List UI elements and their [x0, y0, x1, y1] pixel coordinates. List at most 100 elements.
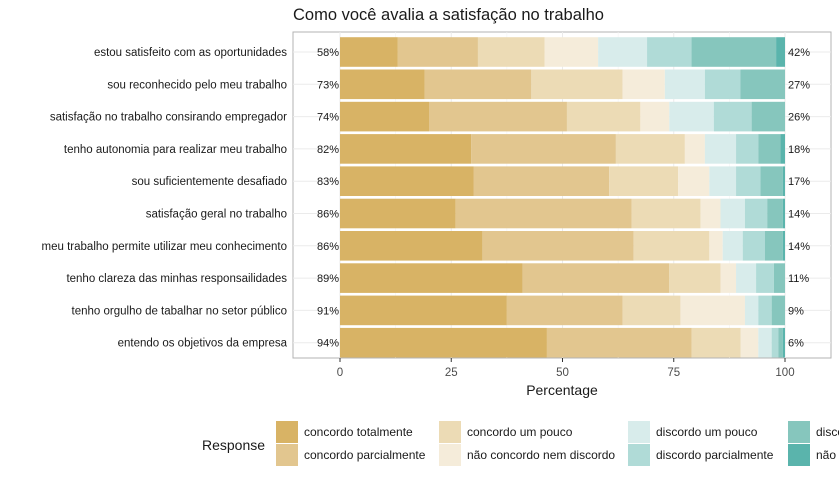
left-percent-label: 86% — [317, 241, 339, 253]
bar-segment — [736, 263, 757, 293]
right-percent-label: 14% — [788, 209, 810, 221]
legend-swatch — [276, 444, 298, 466]
x-tick-label: 100 — [775, 367, 794, 379]
legend-label: disco — [816, 425, 839, 439]
bar-segment — [771, 295, 785, 326]
bar-segment — [780, 134, 785, 164]
bar-segment — [744, 198, 768, 229]
bar-segment — [664, 69, 705, 100]
bar-segment — [544, 37, 599, 67]
bar-segment — [622, 69, 665, 100]
bar-segment — [546, 327, 692, 358]
bar-segment — [764, 231, 783, 261]
bar-segment — [756, 263, 774, 293]
legend: concordo totalmente concordo parcialmente… — [276, 421, 839, 466]
bar-segment — [615, 134, 685, 164]
bar-segment — [522, 263, 670, 293]
bar-segment — [669, 101, 714, 132]
left-percent-label: 89% — [317, 273, 339, 285]
legend-title: Response — [202, 437, 265, 453]
bar-segment — [720, 198, 745, 229]
bar-segment — [736, 166, 761, 196]
bar-segment — [482, 231, 634, 261]
bar-segment — [340, 166, 474, 196]
left-percent-label: 86% — [317, 209, 339, 221]
bar-segment — [340, 263, 523, 293]
bar-segment — [640, 101, 670, 132]
bar-segment — [669, 263, 721, 293]
legend-label: discordo um pouco — [656, 425, 758, 439]
bar-segment — [782, 231, 785, 261]
left-percent-label: 83% — [317, 176, 339, 188]
bar-segment — [340, 295, 507, 326]
bar-segment — [720, 263, 737, 293]
bar-segment — [709, 166, 737, 196]
right-percent-label: 6% — [788, 338, 804, 350]
bar-segment — [704, 134, 737, 164]
bar-segment — [684, 134, 705, 164]
category-label: satisfação geral no trabalho — [146, 209, 287, 221]
bar-segment — [340, 134, 472, 164]
category-label: sou suficientemente desafiado — [132, 176, 287, 188]
bar-segment — [758, 327, 772, 358]
x-axis-ticks: 0 25 50 75 100 — [337, 358, 795, 379]
bar-segment — [760, 166, 783, 196]
bar-segment — [598, 37, 648, 67]
legend-label: não — [816, 448, 836, 462]
category-label: tenho autonomia para realizar meu trabal… — [64, 144, 287, 156]
x-tick-label: 0 — [337, 367, 343, 379]
right-percent-label: 14% — [788, 241, 810, 253]
bar-segment — [704, 69, 741, 100]
right-percent-label: 42% — [788, 47, 810, 59]
right-percent-label: 17% — [788, 176, 810, 188]
x-axis-title: Percentage — [526, 382, 598, 398]
legend-label: concordo parcialmente — [304, 448, 426, 462]
bar-segment — [647, 37, 692, 67]
bar-segment — [771, 327, 779, 358]
bar-segment — [397, 37, 478, 67]
bar-segment — [633, 231, 710, 261]
left-percent-label: 58% — [317, 47, 339, 59]
x-tick-label: 75 — [667, 367, 680, 379]
bars — [340, 37, 785, 358]
bar-segment — [773, 263, 785, 293]
bar-segment — [709, 231, 723, 261]
bar-segment — [678, 166, 710, 196]
bar-segment — [691, 37, 777, 67]
bar-segment — [758, 295, 772, 326]
x-tick-label: 25 — [445, 367, 458, 379]
bar-segment — [736, 134, 759, 164]
left-percent-label: 74% — [317, 112, 339, 124]
legend-swatch — [788, 444, 810, 466]
bar-segment — [424, 69, 532, 100]
bar-segment — [622, 295, 681, 326]
bar-segment — [609, 166, 679, 196]
bar-segment — [429, 101, 567, 132]
left-percent-label: 82% — [317, 144, 339, 156]
bar-segment — [680, 295, 745, 326]
bar-segment — [340, 327, 547, 358]
bar-segment — [700, 198, 721, 229]
category-label: meu trabalho permite utilizar meu conhec… — [42, 241, 287, 253]
bar-segment — [742, 231, 765, 261]
right-percent-label: 18% — [788, 144, 810, 156]
legend-swatch — [276, 421, 298, 443]
category-label: tenho orgulho de tabalhar no setor públi… — [72, 305, 287, 317]
bar-segment — [340, 37, 398, 67]
category-label: tenho clareza das minhas responsailidade… — [66, 273, 287, 285]
legend-label: não concordo nem discordo — [467, 448, 615, 462]
legend-label: concordo um pouco — [467, 425, 573, 439]
category-label: estou satisfeito com as oportunidades — [94, 47, 287, 59]
right-percent-label: 11% — [788, 273, 809, 285]
bar-segment — [722, 231, 743, 261]
legend-swatch — [439, 421, 461, 443]
left-percent-label: 91% — [317, 305, 339, 317]
bar-segment — [566, 101, 641, 132]
bar-segment — [782, 166, 785, 196]
percent-labels: 58% 73% 74% 82% 83% 86% 86% 89% 91% 94% 42% 27% 26% 1… — [317, 47, 810, 350]
bar-segment — [340, 101, 429, 132]
bar-segment — [506, 295, 623, 326]
category-label: sou reconhecido pelo meu trabalho — [107, 79, 287, 91]
bar-segment — [477, 37, 545, 67]
